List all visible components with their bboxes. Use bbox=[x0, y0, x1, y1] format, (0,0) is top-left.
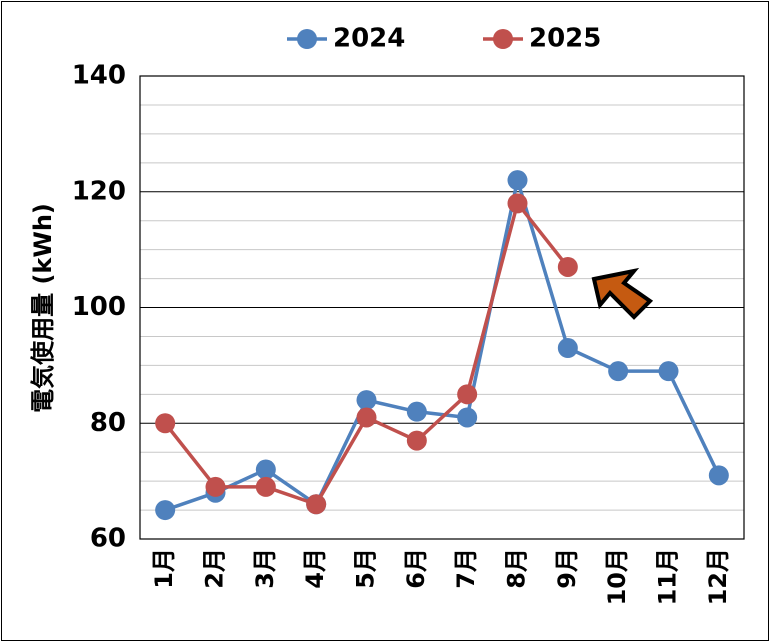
x-tick-label: 9月 bbox=[553, 548, 581, 589]
legend: 2024 2025 bbox=[287, 24, 601, 54]
data-point bbox=[255, 459, 276, 480]
data-point bbox=[457, 384, 478, 405]
series-group bbox=[155, 170, 729, 521]
series-line bbox=[164, 178, 721, 512]
x-tick-label: 8月 bbox=[503, 548, 531, 589]
x-axis-ticks: 1月 2月 3月 4月 5月 6月 7月 8月 9月 10月 11月 12月 bbox=[150, 548, 732, 605]
x-tick-label: 7月 bbox=[452, 548, 480, 589]
data-point bbox=[155, 413, 176, 434]
data-point bbox=[155, 500, 176, 521]
series-2025 bbox=[155, 193, 578, 515]
data-point bbox=[658, 361, 679, 382]
data-point bbox=[507, 193, 528, 214]
data-point bbox=[557, 256, 578, 277]
series-line bbox=[163, 201, 570, 507]
data-point bbox=[306, 494, 327, 515]
legend-label: 2025 bbox=[529, 24, 601, 54]
data-point bbox=[255, 476, 276, 497]
legend-label: 2024 bbox=[333, 24, 405, 54]
y-tick-label: 120 bbox=[72, 176, 126, 206]
data-point bbox=[708, 465, 729, 486]
y-tick-label: 100 bbox=[72, 292, 126, 322]
x-tick-label: 6月 bbox=[402, 548, 430, 589]
data-point bbox=[457, 407, 478, 428]
x-tick-label: 3月 bbox=[251, 548, 279, 589]
data-point bbox=[557, 338, 578, 359]
data-point bbox=[608, 361, 629, 382]
x-tick-label: 1月 bbox=[150, 548, 178, 589]
orange-arrow-icon bbox=[591, 267, 654, 320]
series-2024 bbox=[155, 170, 729, 521]
x-tick-label: 5月 bbox=[352, 548, 380, 589]
x-tick-label: 12月 bbox=[704, 548, 732, 605]
x-tick-label: 10月 bbox=[603, 548, 631, 605]
data-point bbox=[406, 401, 427, 422]
data-point bbox=[507, 170, 528, 191]
x-tick-label: 11月 bbox=[654, 548, 682, 605]
data-point bbox=[356, 407, 377, 428]
y-axis-ticks: 60 80 100 120 140 bbox=[72, 61, 126, 554]
y-axis-label: 電気使用量 (kWh) bbox=[29, 203, 57, 413]
y-tick-label: 140 bbox=[72, 61, 126, 91]
data-point bbox=[406, 430, 427, 451]
grid-lines bbox=[140, 104, 744, 511]
plot-area-border bbox=[139, 75, 745, 540]
y-tick-label: 60 bbox=[90, 524, 126, 554]
data-point bbox=[205, 476, 226, 497]
legend-marker bbox=[297, 29, 317, 49]
data-point bbox=[356, 390, 377, 411]
x-tick-label: 2月 bbox=[201, 548, 229, 589]
x-tick-label: 4月 bbox=[301, 548, 329, 589]
legend-marker bbox=[493, 29, 513, 49]
y-tick-label: 80 bbox=[90, 408, 126, 438]
